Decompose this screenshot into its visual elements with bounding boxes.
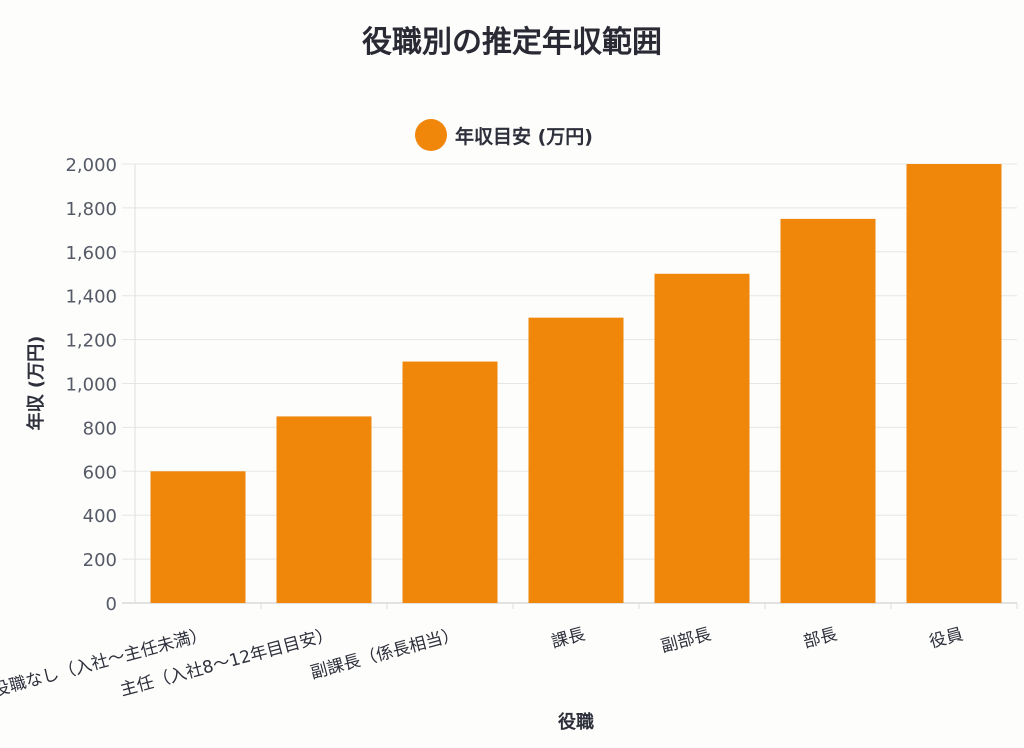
y-axis-label: 年収 (万円) [25,336,47,431]
chart-title: 役職別の推定年収範囲 [362,25,662,60]
x-tick-label: 主任（入社8〜12年目目安） [118,625,335,701]
y-tick-label: 1,200 [65,331,117,352]
bar [906,164,1002,603]
legend-label: 年収目安 (万円) [455,125,593,148]
y-tick-label: 400 [83,506,117,527]
bar [780,218,876,603]
y-tick-label: 0 [106,594,117,615]
bar [528,317,624,603]
x-tick-label: 役職なし（入社〜主任未満） [0,625,209,702]
x-tick-label: 役員 [927,625,965,653]
y-tick-label: 2,000 [65,155,117,176]
y-tick-label: 1,000 [65,375,117,396]
bar [150,471,246,603]
x-tick-label: 副部長 [659,625,713,658]
legend[interactable]: 年収目安 (万円) [415,119,593,151]
bar [402,361,498,603]
y-tick-label: 1,600 [65,243,117,264]
bar [276,416,372,603]
y-tick-label: 1,800 [65,199,117,220]
legend-marker [415,119,447,151]
y-tick-label: 200 [83,550,117,571]
x-axis-label: 役職 [558,711,594,733]
x-tick-label: 部長 [801,625,839,653]
y-tick-label: 600 [83,462,117,483]
y-tick-label: 800 [83,418,117,439]
x-tick-label: 課長 [549,625,587,653]
bar [654,273,750,603]
y-tick-label: 1,400 [65,287,117,308]
